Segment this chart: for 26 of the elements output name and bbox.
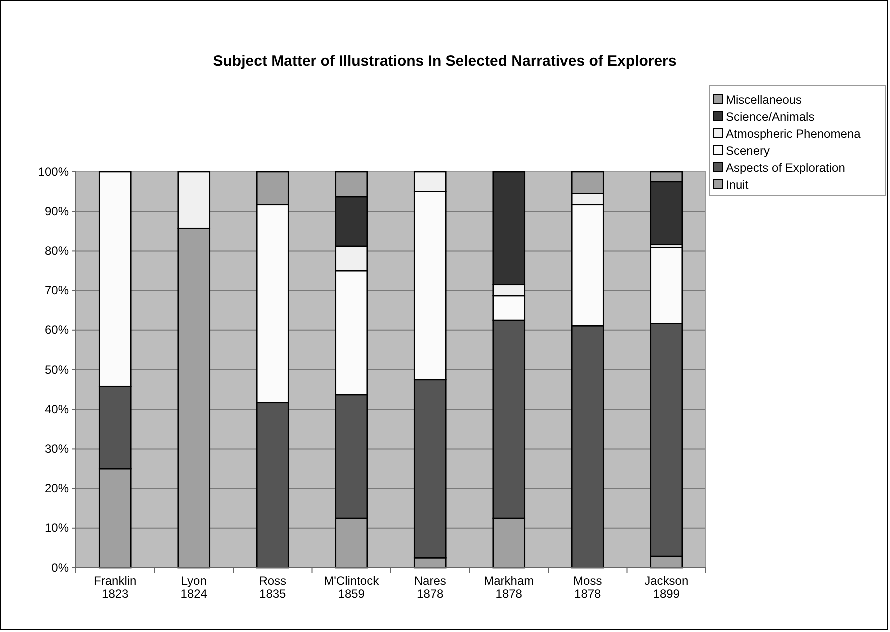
legend-label: Miscellaneous (726, 93, 802, 107)
y-tick-label: 90% (44, 204, 70, 218)
y-tick-label: 100% (38, 164, 70, 179)
legend-label: Inuit (726, 178, 750, 192)
x-tick-label: Ross 1835 (259, 574, 287, 601)
y-tick-label: 10% (44, 521, 70, 536)
y-tick-label: 30% (44, 442, 70, 456)
y-tick-label: 60% (44, 323, 70, 338)
y-tick-label: 0% (52, 560, 70, 575)
legend-label: Atmospheric Phenomena (726, 127, 862, 141)
y-tick-label: 40% (44, 402, 70, 416)
y-tick-label: 70% (44, 284, 70, 298)
x-tick-label: Moss 1878 (574, 574, 602, 601)
y-tick-label: 20% (44, 482, 70, 496)
y-tick-label: 80% (44, 244, 70, 258)
legend-label: Aspects of Exploration (726, 161, 846, 175)
chart-title: Subject Matter of Illustrations In Selected Narratives of Explorers (213, 53, 677, 70)
legend-label: Scenery (726, 144, 770, 158)
legend-label: Science/Animals (726, 110, 815, 124)
x-tick-label: Nares 1878 (414, 574, 446, 601)
x-tick-label: Jackson 1899 (644, 574, 689, 601)
x-tick-label: Franklin 1823 (94, 574, 137, 601)
x-tick-label: Lyon 1824 (180, 574, 208, 601)
x-tick-label: Markham 1878 (484, 574, 534, 601)
y-tick-label: 50% (44, 362, 70, 377)
x-tick-label: M'Clintock 1859 (324, 574, 380, 601)
